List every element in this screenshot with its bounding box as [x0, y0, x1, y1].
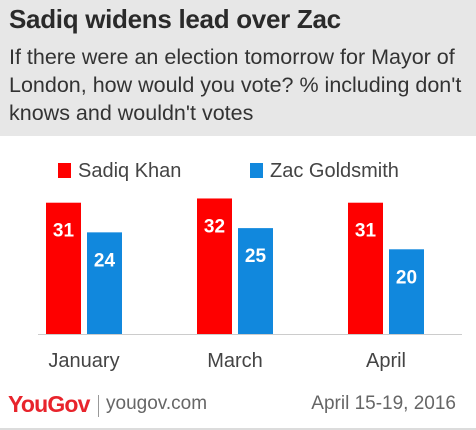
legend-swatch-zac-goldsmith [250, 163, 263, 178]
data-label-sadiq-khan-april: 31 [355, 221, 377, 242]
chart-subtitle: If there were an election tomorrow for M… [9, 45, 462, 125]
legend-swatch-sadiq-khan [58, 163, 71, 178]
chart-header: Sadiq widens lead over Zac If there were… [0, 0, 476, 136]
data-label-sadiq-khan-january: 31 [53, 221, 75, 242]
data-label-zac-goldsmith-january: 24 [94, 250, 116, 271]
bar-sadiq-khan-march [197, 198, 232, 334]
bar-chart: 31 24 January 32 25 March 31 20 April [38, 198, 462, 372]
footer: YouGov yougov.com April 15-19, 2016 [0, 388, 476, 430]
bar-sadiq-khan-january [46, 202, 81, 334]
footer-divider [98, 395, 99, 417]
bottom-border [0, 428, 476, 430]
legend-label-sadiq-khan: Sadiq Khan [78, 160, 182, 182]
chart-title: Sadiq widens lead over Zac [9, 4, 341, 34]
bar-sadiq-khan-april [348, 202, 383, 334]
bar-zac-goldsmith-march [238, 228, 273, 334]
x-tick-label-april: April [366, 350, 406, 372]
x-tick-label-march: March [207, 350, 263, 372]
bar-zac-goldsmith-january [87, 232, 122, 334]
yougov-logo[interactable]: YouGov [8, 391, 90, 417]
legend-label-zac-goldsmith: Zac Goldsmith [270, 160, 399, 182]
footer-site-link[interactable]: yougov.com [106, 393, 208, 414]
data-label-zac-goldsmith-march: 25 [245, 246, 267, 267]
data-label-zac-goldsmith-april: 20 [396, 267, 417, 288]
data-label-sadiq-khan-march: 32 [204, 216, 225, 237]
x-tick-label-january: January [48, 350, 119, 372]
footer-date: April 15-19, 2016 [311, 393, 456, 414]
bar-zac-goldsmith-april [389, 249, 424, 334]
